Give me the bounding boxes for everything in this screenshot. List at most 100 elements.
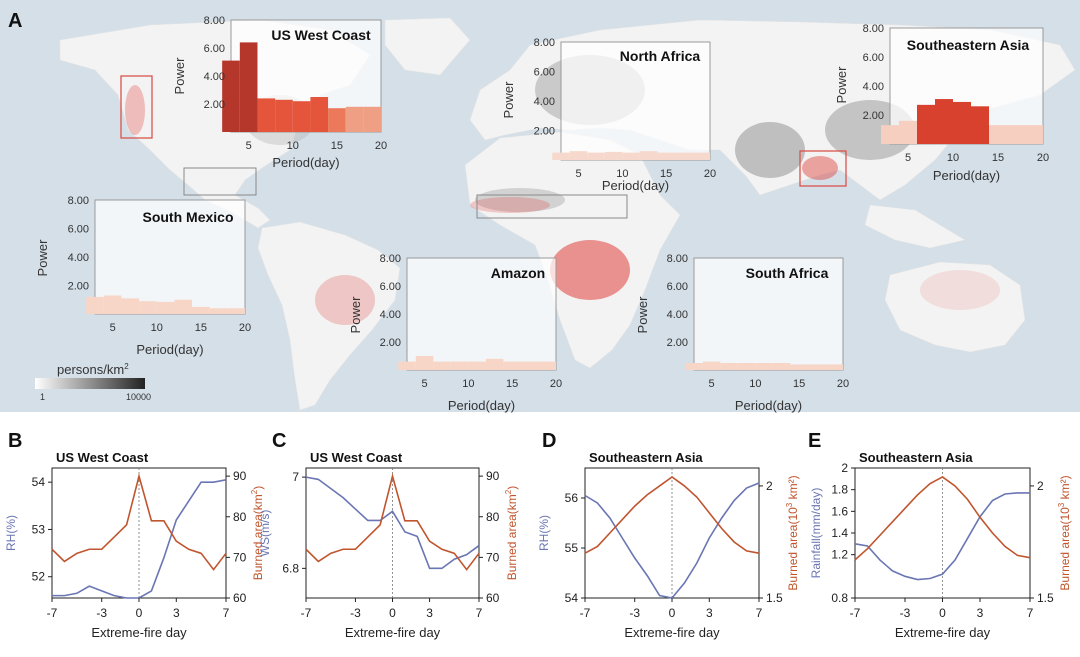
fire-hotspot-australia [920,270,1000,310]
inset-frame [94,199,246,315]
x-tick-label: 5 [905,152,911,164]
bar [139,301,157,314]
inset-title: Amazon [491,265,545,281]
x-tick-label: 0 [669,606,676,620]
inset-charts: 2.00 4.00 6.00 8.00 5 10 15 20 Period(day) Power U… [35,15,1049,413]
south-america-land [257,221,401,411]
y-left-tick-label: 2 [841,461,848,475]
x-tick-label: 15 [506,378,518,390]
y-tick-label: 2.00 [68,281,89,293]
legend-title: persons/km2 [57,362,129,377]
inset-frame [406,257,557,371]
y-left-axis-label: RH(%) [537,515,551,551]
population-legend: persons/km2 1 10000 [35,362,151,402]
y-tick-label: 2.00 [863,110,884,122]
x-tick-label: 20 [550,378,562,390]
region-box-us-west-coast [120,75,153,139]
y-tick-label: 8.00 [534,37,555,49]
bar [953,101,971,144]
x-tick-label: 10 [616,168,628,180]
y-left-axis-label: RH(%) [4,515,18,551]
fire-hotspot-central-africa [550,240,630,300]
left-axis-series-line [854,492,1030,581]
y-right-tick-label: 1.5 [1037,591,1054,605]
y-left-tick-label: 54 [565,591,579,605]
x-tick-label: 20 [375,140,387,152]
panel-label-b: B [8,430,22,452]
y-tick-label: 6.00 [667,281,688,293]
population-shade-india [735,122,805,178]
australia-land [884,261,1026,353]
inset-title: Southeastern Asia [907,37,1030,53]
bar [1025,125,1043,144]
bar [86,296,104,314]
y-axis-label: Power [35,239,50,277]
bar [538,361,556,370]
bar [257,98,276,132]
bar [692,152,710,160]
panel-label-e: E [808,430,821,452]
y-right-axis-label-main: Burned area(10 [786,507,800,591]
line-chart-panel-d: -7 -3 0 3 7 54 55 56 1.5 2 Southeastern Asia Extrem… [537,450,800,640]
x-tick-label: -7 [47,606,58,620]
x-tick-label: -3 [900,606,911,620]
y-right-axis-label-main: Burned area(km [505,494,519,580]
population-shade-west-africa [475,188,565,212]
y-left-tick-label: 52 [32,570,46,584]
y-right-axis-label: Burned area(km2) [250,486,265,581]
y-right-tick-label: 1.5 [766,591,783,605]
x-tick-label: 0 [939,606,946,620]
bar [989,125,1007,144]
y-right-axis-label-sup: 3 [785,502,794,507]
y-tick-label: 4.00 [380,309,401,321]
bar [807,364,826,370]
x-tick-label: 15 [793,378,805,390]
y-right-tick-label: 90 [233,469,247,483]
inset-south-mexico: 2.00 4.00 6.00 8.00 5 10 15 20 Period(day) Power S… [35,195,251,357]
x-axis-label: Extreme-fire day [345,625,441,640]
y-left-tick-label: 55 [565,541,579,555]
y-left-tick-label: 1.2 [831,548,848,562]
y-left-tick-label: 7 [292,470,299,484]
panel-label-d: D [542,430,556,452]
inset-amazon: 2.00 4.00 6.00 8.00 5 10 15 20 Period(day) Power A… [348,253,562,413]
burned-area-series-line [51,473,227,571]
inset-north-africa: 2.00 4.00 6.00 8.00 5 10 15 20 Period(day) Power N… [501,37,716,193]
y-tick-label: 4.00 [204,71,225,83]
region-box-seasia [799,150,847,187]
y-left-tick-label: 1.6 [831,504,848,518]
fire-hotspot-seasia [802,156,838,180]
bar [825,364,843,370]
x-axis-label: Period(day) [602,178,669,193]
y-right-tick-label: 80 [233,510,247,524]
y-right-tick-label: 80 [486,510,500,524]
inset-title: South Africa [746,265,829,281]
x-tick-label: 15 [660,168,672,180]
x-tick-label: 7 [223,606,230,620]
x-tick-label: 15 [195,322,207,334]
bar [917,104,935,144]
y-right-axis-label: Burned area(103 km²) [1057,475,1072,590]
y-tick-label: 6.00 [380,281,401,293]
y-tick-label: 2.00 [667,337,688,349]
bar [520,361,539,370]
bar [310,97,329,132]
region-box-south-mexico [183,167,257,196]
bar [192,306,210,314]
bar [468,361,486,370]
bar [790,364,808,370]
bar [1007,125,1025,144]
bar [450,361,469,370]
y-left-axis-label: Rainfall(mm/day) [809,488,823,579]
y-right-axis-label-end: km²) [786,475,800,502]
y-axis-label: Power [501,81,516,119]
y-left-tick-label: 53 [32,522,46,536]
inset-title: US West Coast [271,27,371,43]
bar [103,295,122,314]
y-tick-label: 6.00 [534,67,555,79]
y-right-axis-label-sup: 2 [250,489,259,494]
x-tick-label: 5 [421,378,427,390]
legend-max: 10000 [126,392,151,402]
